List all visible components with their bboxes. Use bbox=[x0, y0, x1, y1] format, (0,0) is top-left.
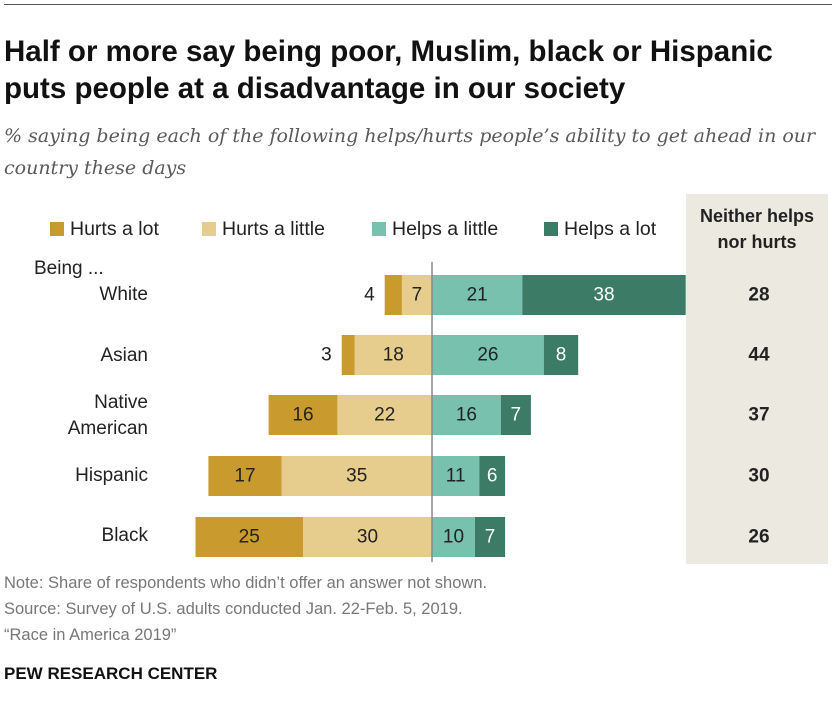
neither-column-header: Neither helps nor hurts bbox=[699, 206, 815, 252]
bar-hurts-a-lot-asian bbox=[341, 335, 355, 375]
bar-hurts-a-lot-native-american bbox=[268, 395, 338, 435]
bar-helps-a-little-asian bbox=[432, 335, 544, 375]
data-label-helps-a-little-asian: 26 bbox=[477, 345, 498, 366]
bar-hurts-a-little-asian bbox=[354, 335, 432, 375]
legend-label-helps-a-little: Helps a little bbox=[392, 217, 499, 240]
source-text: Source: Survey of U.S. adults conducted … bbox=[4, 600, 463, 618]
data-label-helps-a-lot-asian: 8 bbox=[556, 345, 567, 366]
neither-value-native-american: 37 bbox=[748, 405, 769, 426]
chart-title: Half or more say being poor, Muslim, bla… bbox=[4, 35, 773, 105]
note-text: Note: Share of respondents who didn’t of… bbox=[4, 574, 488, 592]
legend-item-helps-a-lot: Helps a lot bbox=[544, 218, 656, 240]
data-label-helps-a-lot-hispanic: 6 bbox=[487, 466, 498, 487]
legend-item-helps-a-little: Helps a little bbox=[372, 218, 498, 240]
category-label-native-line2: American bbox=[67, 418, 148, 439]
bar-hurts-a-little-hispanic bbox=[281, 456, 432, 496]
category-label-black: Black bbox=[101, 525, 148, 546]
data-label-helps-a-lot-white: 38 bbox=[593, 285, 614, 306]
data-label-hurts-a-lot-white: 4 bbox=[364, 285, 375, 306]
legend-label-hurts-a-little: Hurts a little bbox=[222, 217, 325, 240]
data-label-hurts-a-little-black: 30 bbox=[357, 527, 378, 548]
data-label-hurts-a-little-white: 7 bbox=[412, 285, 423, 306]
bar-helps-a-lot-native-american bbox=[500, 395, 531, 435]
legend-label-helps-a-lot: Helps a lot bbox=[564, 217, 657, 240]
bar-helps-a-little-hispanic bbox=[432, 456, 480, 496]
bar-hurts-a-little-native-american bbox=[337, 395, 432, 435]
legend-item-hurts-a-lot: Hurts a lot bbox=[50, 218, 159, 240]
data-label-helps-a-little-black: 10 bbox=[443, 527, 464, 548]
bar-hurts-a-lot-hispanic bbox=[208, 456, 282, 496]
data-label-hurts-a-little-native-american: 22 bbox=[374, 405, 395, 426]
bar-helps-a-little-native-american bbox=[432, 395, 501, 435]
neither-value-white: 28 bbox=[748, 285, 769, 306]
bar-hurts-a-little-black bbox=[303, 517, 432, 557]
data-label-helps-a-little-white: 21 bbox=[467, 285, 488, 306]
bar-helps-a-little-white bbox=[432, 275, 523, 315]
category-label-asian: Asian bbox=[100, 345, 148, 366]
neither-value-hispanic: 30 bbox=[748, 466, 769, 487]
legend-item-hurts-a-little: Hurts a little bbox=[202, 218, 325, 240]
bar-helps-a-lot-black bbox=[475, 517, 506, 557]
bar-hurts-a-lot-white bbox=[384, 275, 402, 315]
data-label-hurts-a-lot-hispanic: 17 bbox=[234, 466, 255, 487]
legend-swatch-helps-a-lot bbox=[544, 222, 558, 236]
data-label-helps-a-lot-black: 7 bbox=[485, 527, 496, 548]
category-label-native-line1: Native bbox=[94, 392, 148, 413]
top-rule bbox=[4, 4, 832, 5]
data-label-helps-a-little-native-american: 16 bbox=[456, 405, 477, 426]
category-label-white: White bbox=[99, 284, 148, 305]
bar-hurts-a-little-white bbox=[401, 275, 432, 315]
bar-helps-a-lot-white bbox=[522, 275, 686, 315]
data-label-helps-a-lot-native-american: 7 bbox=[511, 405, 522, 426]
legend-swatch-hurts-a-little bbox=[202, 222, 216, 236]
bar-hurts-a-lot-black bbox=[195, 517, 303, 557]
neither-value-black: 26 bbox=[748, 527, 769, 548]
bar-helps-a-lot-hispanic bbox=[479, 456, 506, 496]
data-label-hurts-a-lot-native-american: 16 bbox=[292, 405, 313, 426]
chart-subtitle: % saying being each of the following hel… bbox=[4, 125, 816, 179]
category-label-hispanic: Hispanic bbox=[75, 465, 148, 486]
legend-label-hurts-a-lot: Hurts a lot bbox=[70, 217, 159, 240]
neither-value-asian: 44 bbox=[748, 345, 770, 366]
neither-column-background bbox=[686, 194, 828, 564]
legend-swatch-hurts-a-lot bbox=[50, 222, 64, 236]
data-label-hurts-a-little-hispanic: 35 bbox=[346, 466, 367, 487]
data-label-hurts-a-little-asian: 18 bbox=[383, 345, 404, 366]
report-text: “Race in America 2019” bbox=[4, 626, 177, 644]
data-label-hurts-a-lot-asian: 3 bbox=[321, 345, 332, 366]
footer-brand: PEW RESEARCH CENTER bbox=[4, 664, 218, 683]
being-label: Being ... bbox=[34, 258, 104, 279]
data-label-hurts-a-lot-black: 25 bbox=[239, 527, 260, 548]
data-label-helps-a-little-hispanic: 11 bbox=[446, 466, 466, 487]
bar-helps-a-lot-asian bbox=[543, 335, 579, 375]
bar-helps-a-little-black bbox=[432, 517, 475, 557]
legend-swatch-helps-a-little bbox=[372, 222, 386, 236]
